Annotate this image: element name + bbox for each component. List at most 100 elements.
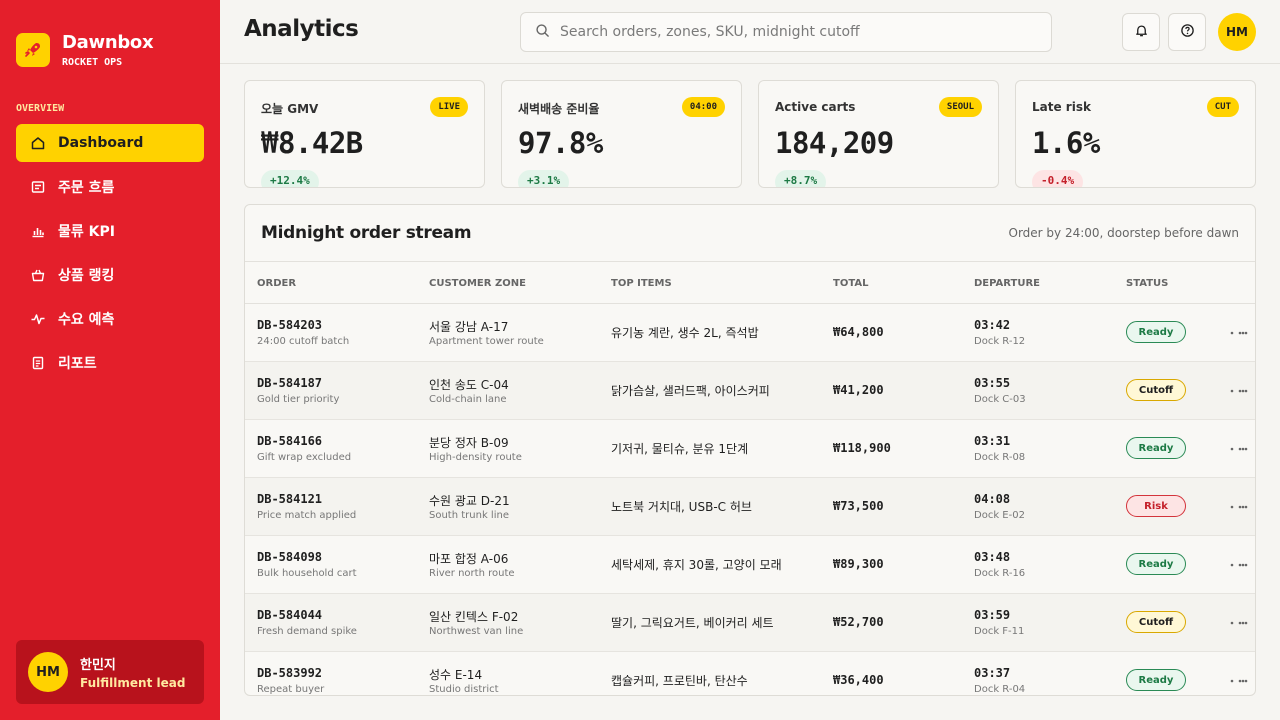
- departure-time: 03:37: [974, 666, 1011, 680]
- order-note: Gift wrap excluded: [257, 452, 352, 463]
- top-items: 노트북 거치대, USB-C 허브: [611, 500, 752, 514]
- more-icon[interactable]: [1229, 672, 1251, 690]
- notifications-button[interactable]: [1122, 13, 1160, 51]
- sidebar-item-reports[interactable]: 리포트: [16, 344, 204, 382]
- order-id: DB-584121: [257, 492, 323, 506]
- column-header-total[interactable]: TOTAL: [833, 278, 869, 289]
- kpi-card-late-risk[interactable]: Late risk CUT 1.6% -0.4%: [1015, 80, 1256, 188]
- kpi-value: 97.8%: [518, 126, 603, 160]
- status-badge[interactable]: Cutoff: [1126, 611, 1186, 633]
- table-row[interactable]: DB-583992 Repeat buyer 성수 E-14 Studio di…: [245, 652, 1255, 695]
- table-row[interactable]: DB-584044 Fresh demand spike 일산 킨텍스 F-02…: [245, 594, 1255, 652]
- order-total: ₩73,500: [833, 499, 884, 513]
- more-icon[interactable]: [1229, 440, 1251, 458]
- panel-title: Midnight order stream: [261, 223, 472, 243]
- kpi-value: 1.6%: [1032, 126, 1100, 160]
- kpi-label: Late risk: [1032, 100, 1091, 114]
- kpi-card-dawn-readiness[interactable]: 새벽배송 준비율 04:00 97.8% +3.1%: [501, 80, 742, 188]
- more-icon[interactable]: [1229, 556, 1251, 574]
- order-total: ₩41,200: [833, 383, 884, 397]
- order-total: ₩89,300: [833, 557, 884, 571]
- bar-chart-icon: [30, 223, 46, 239]
- column-header-order[interactable]: ORDER: [257, 278, 297, 289]
- column-header-status[interactable]: STATUS: [1126, 278, 1169, 289]
- order-total: ₩64,800: [833, 325, 884, 339]
- zone: 분당 정자 B-09: [429, 436, 509, 450]
- more-icon[interactable]: [1229, 498, 1251, 516]
- dock: Dock R-12: [974, 336, 1026, 347]
- kpi-delta: +8.7%: [775, 170, 827, 187]
- column-header-departure[interactable]: DEPARTURE: [974, 278, 1041, 289]
- zone-note: Cold-chain lane: [429, 394, 507, 405]
- status-badge[interactable]: Cutoff: [1126, 379, 1186, 401]
- table-header: ORDER CUSTOMER ZONE TOP ITEMS TOTAL DEPA…: [245, 261, 1255, 304]
- top-items: 닭가슴살, 샐러드팩, 아이스커피: [611, 384, 770, 398]
- zone: 수원 광교 D-21: [429, 494, 510, 508]
- table-row[interactable]: DB-584187 Gold tier priority 인천 송도 C-04 …: [245, 362, 1255, 420]
- departure-time: 04:08: [974, 492, 1011, 506]
- list-icon: [30, 179, 46, 195]
- order-note: Gold tier priority: [257, 394, 340, 405]
- more-icon[interactable]: [1229, 382, 1251, 400]
- search-input[interactable]: [560, 24, 1030, 40]
- top-items: 세탁세제, 휴지 30롤, 고양이 모래: [611, 558, 782, 572]
- order-id: DB-584044: [257, 608, 323, 622]
- status-badge[interactable]: Ready: [1126, 669, 1186, 691]
- zone-note: Studio district: [429, 684, 499, 695]
- zone: 인천 송도 C-04: [429, 378, 509, 392]
- order-id: DB-584166: [257, 434, 323, 448]
- dock: Dock R-04: [974, 684, 1026, 695]
- zone: 성수 E-14: [429, 668, 483, 682]
- user-card[interactable]: HM 한민지 Fulfillment lead: [16, 640, 204, 704]
- sidebar-item-logistics-kpi[interactable]: 물류 KPI: [16, 212, 204, 250]
- sidebar-item-order-flow[interactable]: 주문 흐름: [16, 168, 204, 206]
- kpi-card-active-carts[interactable]: Active carts SEOUL 184,209 +8.7%: [758, 80, 999, 188]
- status-badge[interactable]: Ready: [1126, 321, 1186, 343]
- table-row[interactable]: DB-584098 Bulk household cart 마포 합정 A-06…: [245, 536, 1255, 594]
- order-id: DB-583992: [257, 666, 323, 680]
- sidebar-item-dashboard[interactable]: Dashboard: [16, 124, 204, 162]
- table-row[interactable]: DB-584121 Price match applied 수원 광교 D-21…: [245, 478, 1255, 536]
- order-id: DB-584098: [257, 550, 323, 564]
- dock: Dock E-02: [974, 510, 1025, 521]
- kpi-badge: LIVE: [430, 97, 468, 117]
- table-row[interactable]: DB-584166 Gift wrap excluded 분당 정자 B-09 …: [245, 420, 1255, 478]
- more-icon[interactable]: [1229, 324, 1251, 342]
- sidebar-item-product-ranking[interactable]: 상품 랭킹: [16, 256, 204, 294]
- table-row[interactable]: DB-584203 24:00 cutoff batch 서울 강남 A-17 …: [245, 304, 1255, 362]
- user-name: 한민지: [80, 658, 116, 673]
- status-badge[interactable]: Ready: [1126, 553, 1186, 575]
- kpi-card-gmv[interactable]: 오늘 GMV LIVE ₩8.42B +12.4%: [244, 80, 485, 188]
- departure-time: 03:42: [974, 318, 1011, 332]
- top-items: 유기농 계란, 생수 2L, 즉석밥: [611, 326, 759, 340]
- dock: Dock R-16: [974, 568, 1026, 579]
- help-button[interactable]: [1168, 13, 1206, 51]
- top-header: Analytics HM: [220, 0, 1280, 64]
- kpi-delta: -0.4%: [1032, 170, 1084, 187]
- more-icon[interactable]: [1229, 614, 1251, 632]
- kpi-badge: SEOUL: [938, 97, 982, 117]
- status-badge[interactable]: Ready: [1126, 437, 1186, 459]
- column-header-items[interactable]: TOP ITEMS: [611, 278, 672, 289]
- order-note: Bulk household cart: [257, 568, 357, 579]
- pulse-icon: [30, 311, 46, 327]
- help-icon: [1180, 23, 1195, 42]
- zone-note: River north route: [429, 568, 515, 579]
- dock: Dock C-03: [974, 394, 1026, 405]
- kpi-badge: CUT: [1206, 97, 1239, 117]
- departure-time: 03:59: [974, 608, 1011, 622]
- sidebar-item-label: Dashboard: [58, 135, 144, 151]
- column-header-zone[interactable]: CUSTOMER ZONE: [429, 278, 526, 289]
- zone-note: High-density route: [429, 452, 522, 463]
- brand[interactable]: Dawnbox ROCKET OPS: [16, 32, 154, 68]
- zone: 마포 합정 A-06: [429, 552, 509, 566]
- home-icon: [30, 135, 46, 151]
- order-id: DB-584187: [257, 376, 323, 390]
- search-box[interactable]: [520, 12, 1052, 52]
- search-icon: [535, 23, 550, 42]
- kpi-value: 184,209: [775, 126, 894, 160]
- sidebar-nav: Dashboard 주문 흐름 물류 KPI 상품 랭킹 수요 예측: [16, 124, 204, 388]
- status-badge[interactable]: Risk: [1126, 495, 1186, 517]
- header-avatar[interactable]: HM: [1218, 13, 1256, 51]
- sidebar-item-demand-forecast[interactable]: 수요 예측: [16, 300, 204, 338]
